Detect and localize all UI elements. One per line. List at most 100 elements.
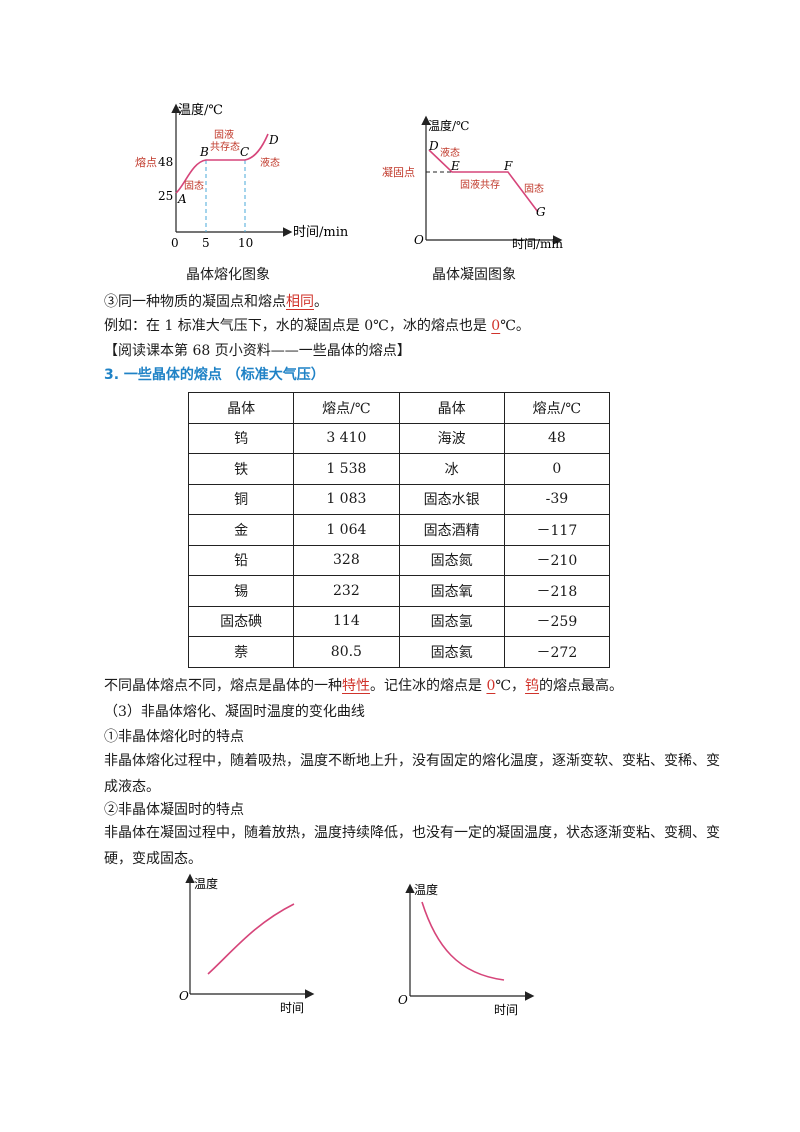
cell: －259 [503, 605, 611, 637]
cell: -39 [503, 483, 611, 515]
y-axis-label: 温度/℃ [428, 118, 469, 133]
property-text-d: 的熔点最高。 [539, 678, 624, 694]
melting-point-property: 不同晶体熔点不同，熔点是晶体的一种特性。记住冰的熔点是 0℃，钨的熔点最高。 [104, 676, 623, 696]
amorphous-melt-graph: 温度 时间 O [179, 873, 315, 1015]
answer-ice-point: 0 [486, 678, 496, 694]
amorphous-solid-graph: 温度 时间 O [398, 882, 535, 1017]
point-a: A [177, 192, 187, 206]
answer-tungsten: 钨 [525, 678, 540, 694]
cell: 1 083 [293, 483, 400, 515]
origin-label: O [414, 233, 424, 247]
cell: 固态碘 [187, 605, 295, 637]
cell: 48 [503, 422, 611, 454]
cell: 固态氦 [398, 636, 505, 668]
xtick-10: 10 [238, 236, 253, 250]
ytick-48: 48 [158, 155, 173, 169]
region-mix-line2: 共存态 [210, 140, 240, 153]
melting-curve [175, 133, 269, 194]
region-mix-line1: 固液 [214, 128, 234, 141]
cell: －272 [503, 636, 611, 668]
x-axis-label: 时间/min [293, 225, 349, 240]
answer-same: 相同 [286, 294, 314, 310]
origin-label: O [398, 993, 408, 1007]
property-text-c: ℃， [495, 678, 526, 694]
amorphous-melt-curve [207, 903, 295, 975]
header-melting-point: 熔点/℃ [293, 392, 400, 424]
answer-zero: 0 [491, 318, 501, 334]
cell: 328 [293, 544, 400, 576]
amorphous-solid-text: 非晶体在凝固过程中，随着放热，温度持续降低，也没有一定的凝固温度，状态逐渐变粘、… [104, 825, 720, 867]
same-point-statement: ③同一种物质的凝固点和熔点相同。 [104, 292, 328, 312]
cell: 固态水银 [398, 483, 505, 515]
point-f: F [503, 159, 513, 173]
table-row: 锡 232 固态氧 －218 [187, 575, 611, 607]
table-row: 萘 80.5 固态氦 －272 [187, 636, 611, 668]
point-e: E [450, 159, 460, 173]
amorphous-melt-heading: ①非晶体熔化时的特点 [104, 729, 244, 745]
cell: 232 [293, 575, 400, 607]
cell: 金 [187, 514, 295, 546]
amorphous-solid-desc: 非晶体在凝固过程中，随着放热，温度持续降低，也没有一定的凝固温度，状态逐渐变粘、… [104, 820, 724, 872]
cell: 80.5 [293, 636, 400, 668]
water-example-text: 例如：在 1 标准大气压下，水的凝固点是 0℃，冰的熔点也是 [104, 318, 492, 334]
point-c: C [240, 145, 249, 159]
melting-point-label: 熔点 [135, 155, 157, 169]
solidify-curve [428, 149, 539, 213]
cell: 固态氢 [398, 605, 505, 637]
y-axis-label: 温度/℃ [178, 102, 223, 118]
answer-property: 特性 [342, 678, 370, 694]
cell: －117 [503, 514, 611, 546]
ytick-25: 25 [158, 189, 173, 203]
cell: －218 [503, 575, 611, 607]
y-axis-label: 温度 [194, 876, 218, 891]
amorphous-melt-text: 非晶体熔化过程中，随着吸热，温度不断地上升，没有固定的熔化温度，逐渐变软、变粘、… [104, 753, 720, 795]
melting-graph: 温度/℃ 时间/min 48 25 0 5 10 熔点 A B C D 固液 共… [135, 102, 349, 250]
table-row: 固态碘 114 固态氢 －259 [187, 605, 611, 637]
cell: 铅 [187, 544, 295, 576]
solidify-graph-caption: 晶体凝固图象 [432, 267, 516, 283]
origin-label: O [179, 989, 189, 1003]
cell: 固态氧 [398, 575, 505, 607]
xtick-5: 5 [202, 236, 210, 250]
same-point-end: 。 [314, 294, 328, 310]
cell: 固态氮 [398, 544, 505, 576]
solidify-graph: 温度/℃ 时间/min O 凝固点 D E F G 液态 固液共存 固态 [382, 115, 563, 251]
x-axis-label: 时间 [280, 1001, 304, 1015]
x-axis-label: 时间 [494, 1003, 518, 1017]
cell: 1 538 [293, 453, 400, 485]
region-solid: 固态 [184, 179, 204, 192]
table-row: 铅 328 固态氮 －210 [187, 544, 611, 576]
cell: 固态酒精 [398, 514, 505, 546]
point-g: G [536, 205, 546, 219]
xtick-0: 0 [171, 236, 179, 250]
point-d: D [268, 133, 279, 147]
cell: 萘 [187, 636, 295, 668]
x-axis-label: 时间/min [512, 237, 563, 251]
cell: 0 [503, 453, 611, 485]
table-header-row: 晶体 熔点/℃ 晶体 熔点/℃ [187, 392, 611, 424]
header-crystal-2: 晶体 [398, 392, 505, 424]
header-crystal: 晶体 [187, 392, 295, 424]
cell: －210 [503, 544, 611, 576]
cell: 冰 [398, 453, 505, 485]
cell: 海波 [398, 422, 505, 454]
cell: 1 064 [293, 514, 400, 546]
header-melting-point-2: 熔点/℃ [503, 392, 611, 424]
y-axis-label: 温度 [414, 882, 438, 897]
property-text-a: 不同晶体熔点不同，熔点是晶体的一种 [104, 678, 342, 694]
point-b: B [199, 145, 209, 159]
amorphous-solid-curve [421, 901, 505, 981]
melting-graph-caption: 晶体熔化图象 [186, 267, 270, 283]
cell: 铜 [187, 483, 295, 515]
amorphous-solid-heading: ②非晶体凝固时的特点 [104, 802, 244, 818]
cell: 钨 [187, 422, 295, 454]
region-liquid: 液态 [440, 146, 460, 159]
reading-note: 【阅读课本第 68 页小资料——一些晶体的熔点】 [104, 343, 411, 359]
water-example-end: ℃。 [500, 318, 530, 334]
freezing-point-label: 凝固点 [382, 165, 415, 179]
property-text-b: 。记住冰的熔点是 [370, 678, 487, 694]
